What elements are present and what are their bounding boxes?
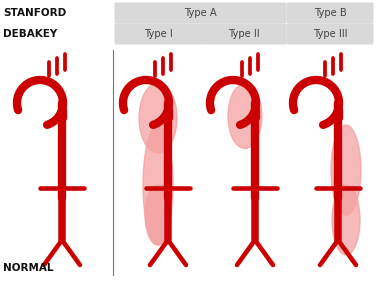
- Ellipse shape: [139, 83, 177, 153]
- Text: Type A: Type A: [184, 8, 217, 18]
- Ellipse shape: [331, 125, 361, 215]
- FancyBboxPatch shape: [287, 3, 374, 24]
- FancyBboxPatch shape: [114, 24, 203, 44]
- Text: Type I: Type I: [144, 29, 173, 39]
- FancyBboxPatch shape: [201, 24, 287, 44]
- Text: NORMAL: NORMAL: [3, 263, 54, 273]
- Ellipse shape: [332, 185, 360, 255]
- Ellipse shape: [143, 125, 173, 245]
- Ellipse shape: [145, 185, 171, 245]
- Text: STANFORD: STANFORD: [3, 8, 66, 18]
- Text: Type B: Type B: [314, 8, 347, 18]
- FancyBboxPatch shape: [287, 24, 374, 44]
- Text: Type III: Type III: [313, 29, 347, 39]
- FancyBboxPatch shape: [114, 3, 287, 24]
- Text: Type II: Type II: [228, 29, 260, 39]
- Ellipse shape: [228, 83, 262, 148]
- Text: DEBAKEY: DEBAKEY: [3, 29, 57, 39]
